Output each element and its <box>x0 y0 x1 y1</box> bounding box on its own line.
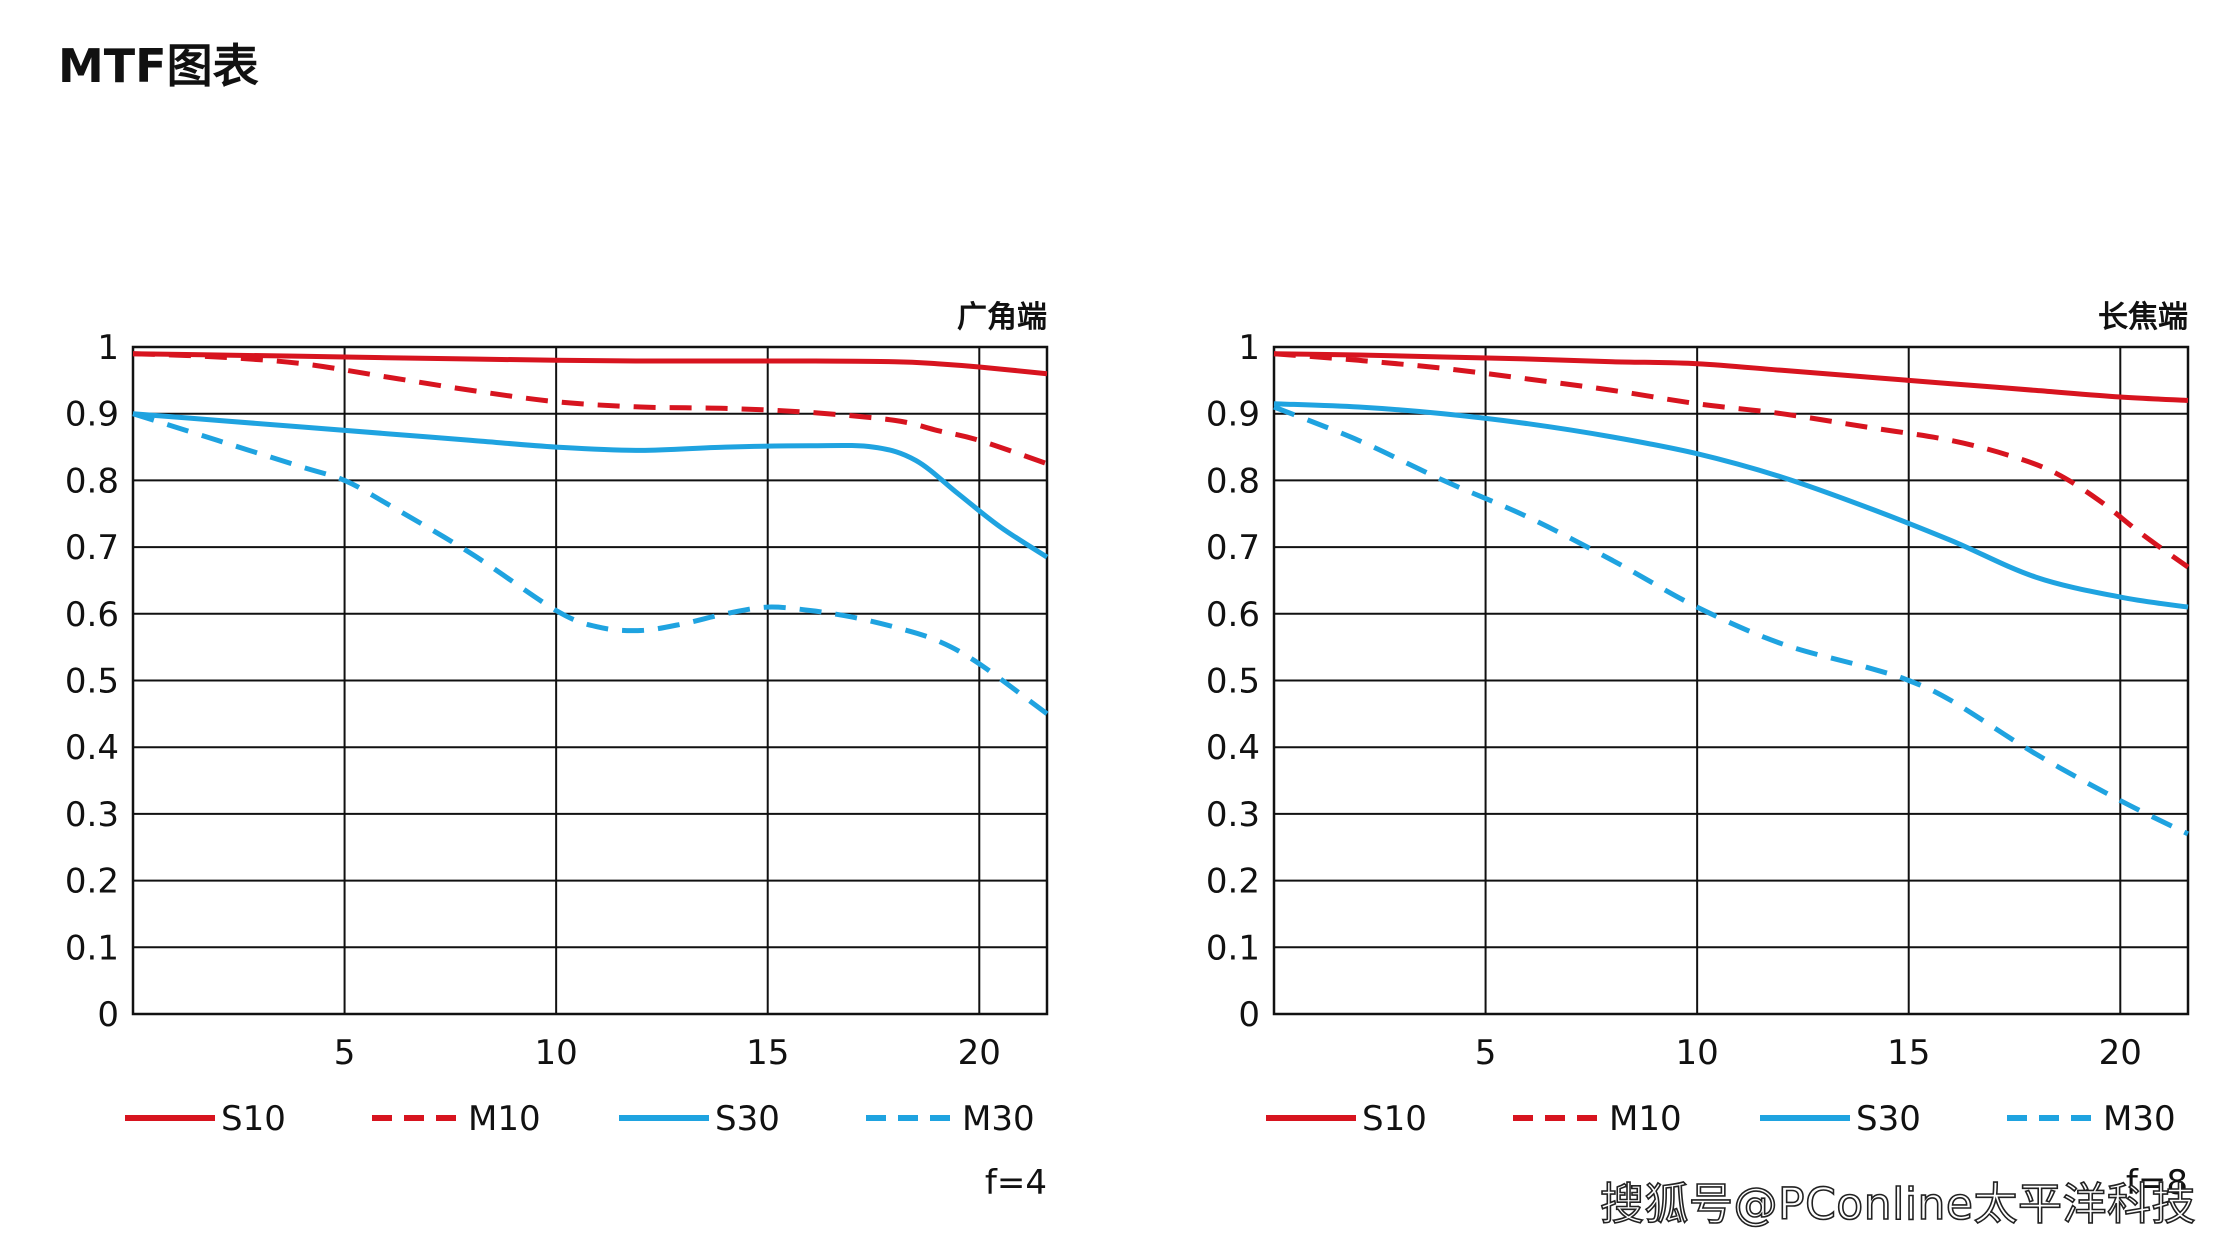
y-tick-label: 0.6 <box>65 595 119 635</box>
legend-label-s30: S30 <box>1856 1099 1921 1139</box>
y-tick-label: 0.5 <box>1206 662 1260 702</box>
y-tick-label: 0.8 <box>1206 461 1260 501</box>
legend-label-s30: S30 <box>715 1099 780 1139</box>
y-tick-label: 0.9 <box>65 395 119 435</box>
x-tick-label: 5 <box>334 1033 356 1073</box>
y-tick-label: 0 <box>97 995 119 1035</box>
y-tick-label: 1 <box>97 328 119 368</box>
series-line-m10 <box>1273 351 2190 570</box>
plot-frame <box>131 345 1049 1016</box>
x-tick-label: 15 <box>746 1033 789 1073</box>
y-tick-label: 0.3 <box>65 795 119 835</box>
series-line-s10 <box>1273 351 2189 403</box>
page-title: MTF图表 <box>58 39 259 93</box>
x-tick-label: 15 <box>1887 1033 1930 1073</box>
y-tick-label: 0.6 <box>1206 595 1260 635</box>
y-tick-label: 0.7 <box>1206 528 1260 568</box>
y-tick-label: 0 <box>1238 995 1260 1035</box>
watermark: 搜狐号@PConline太平洋科技 <box>1599 1178 2196 1231</box>
y-tick-label: 0.2 <box>65 862 119 902</box>
aperture-label: f=8 <box>2126 1163 2188 1203</box>
y-tick-label: 0.8 <box>65 461 119 501</box>
series-line-s30 <box>1273 401 2189 610</box>
x-tick-label: 20 <box>2099 1033 2142 1073</box>
y-tick-label: 0.3 <box>1206 795 1260 835</box>
legend-label-m30: M30 <box>962 1099 1035 1139</box>
x-tick-label: 20 <box>958 1033 1001 1073</box>
legend-label-m30: M30 <box>2103 1099 2176 1139</box>
series-line-m10 <box>132 351 1048 467</box>
plot-frame <box>1272 345 2190 1016</box>
y-tick-label: 0.2 <box>1206 862 1260 902</box>
legend-label-m10: M10 <box>1609 1099 1682 1139</box>
y-tick-label: 0.1 <box>65 928 119 968</box>
y-tick-label: 0.5 <box>65 662 119 702</box>
legend-label-m10: M10 <box>468 1099 541 1139</box>
y-tick-label: 0.4 <box>65 728 119 768</box>
y-tick-label: 1 <box>1238 328 1260 368</box>
mtf-chart-1: 00.10.20.30.40.50.60.70.80.915 10 15 20广角端S… <box>65 300 1049 1203</box>
x-tick-label: 10 <box>1676 1033 1719 1073</box>
chart-title: 广角端 <box>957 300 1047 335</box>
series-line-m30 <box>132 411 1049 716</box>
x-tick-label: 5 <box>1475 1033 1497 1073</box>
chart-title: 长焦端 <box>2098 300 2188 335</box>
y-tick-label: 0.7 <box>65 528 119 568</box>
series-line-s10 <box>132 351 1048 377</box>
y-tick-label: 0.1 <box>1206 928 1260 968</box>
y-tick-label: 0.9 <box>1206 395 1260 435</box>
aperture-label: f=4 <box>985 1163 1047 1203</box>
mtf-chart-2: 00.10.20.30.40.50.60.70.80.915 10 15 20长焦端S… <box>1206 300 2190 1203</box>
series-line-s30 <box>132 411 1049 560</box>
y-tick-label: 0.4 <box>1206 728 1260 768</box>
series-line-m30 <box>1273 404 2190 837</box>
legend-label-s10: S10 <box>1362 1099 1427 1139</box>
x-tick-label: 10 <box>535 1033 578 1073</box>
legend-label-s10: S10 <box>221 1099 286 1139</box>
